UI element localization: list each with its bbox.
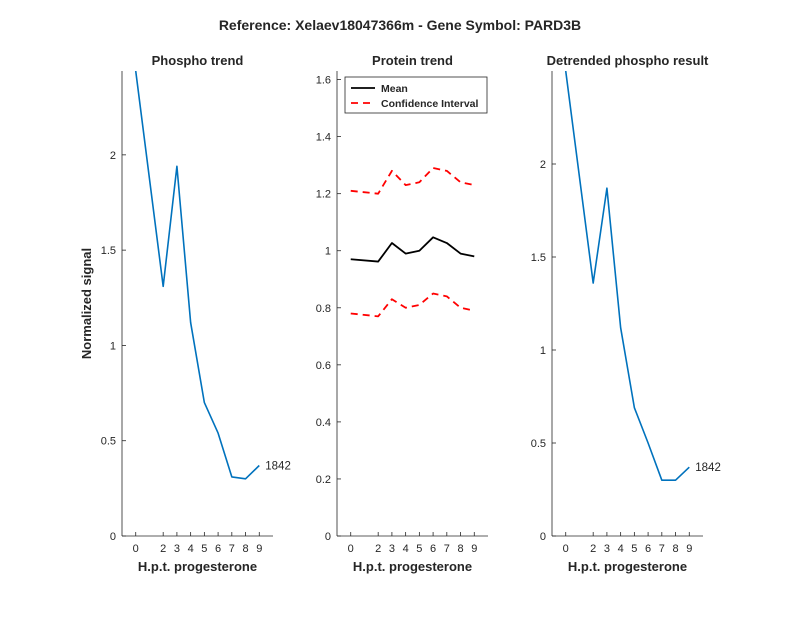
- x-tick-label: 0: [133, 543, 139, 555]
- x-tick-label: 7: [444, 543, 450, 555]
- panel-title: Detrended phospho result: [547, 53, 709, 68]
- x-tick-label: 5: [416, 543, 422, 555]
- series-end-label: 1842: [265, 460, 291, 472]
- series-line-1: [564, 71, 690, 482]
- x-tick-label: 6: [215, 543, 221, 555]
- y-axis-label: Normalized signal: [79, 248, 94, 359]
- x-tick-label: 0: [348, 543, 354, 555]
- y-tick-label: 0.4: [316, 417, 331, 429]
- panel-2: 0 0.2 0.4 0.6 0.8 1 1.2 1.4 1.6 0 2 3 4 5 6 7 8 9 Protein …: [316, 53, 488, 574]
- panel-title: Protein trend: [372, 53, 453, 68]
- x-tick-label: 9: [256, 543, 262, 555]
- series-line-3: [350, 292, 475, 318]
- y-tick-label: 1.2: [316, 189, 331, 201]
- y-tick-label: 1: [540, 345, 546, 357]
- y-tick-label: 1: [325, 246, 331, 258]
- x-tick-label: 6: [645, 543, 651, 555]
- x-tick-label: 7: [229, 543, 235, 555]
- x-tick-label: 8: [457, 543, 463, 555]
- y-tick-label: 0.5: [531, 438, 546, 450]
- x-tick-label: 3: [174, 543, 180, 555]
- y-tick-label: 0.8: [316, 303, 331, 315]
- x-tick-label: 5: [201, 543, 207, 555]
- x-tick-label: 9: [686, 543, 692, 555]
- y-tick-label: 0.6: [316, 360, 331, 372]
- legend-label: Mean: [381, 83, 408, 95]
- series-line-1: [350, 236, 475, 263]
- x-tick-label: 4: [188, 543, 194, 555]
- y-tick-label: 0: [110, 531, 116, 543]
- x-axis-label: H.p.t. progesterone: [568, 559, 687, 574]
- series-line-2: [350, 167, 475, 195]
- y-tick-label: 1: [110, 340, 116, 352]
- series-line-1: [134, 71, 260, 480]
- y-tick-label: 0.5: [101, 436, 116, 448]
- x-axis-label: H.p.t. progesterone: [138, 559, 257, 574]
- x-tick-label: 3: [389, 543, 395, 555]
- y-tick-label: 1.4: [316, 132, 331, 144]
- y-tick-label: 0: [540, 531, 546, 543]
- y-tick-label: 0: [325, 531, 331, 543]
- figure-title: Reference: Xelaev18047366m - Gene Symbol…: [219, 17, 581, 33]
- y-tick-label: 2: [540, 159, 546, 171]
- x-tick-label: 8: [242, 543, 248, 555]
- x-tick-label: 2: [590, 543, 596, 555]
- x-tick-label: 4: [403, 543, 409, 555]
- y-tick-label: 1.5: [101, 245, 116, 257]
- x-tick-label: 2: [375, 543, 381, 555]
- y-tick-label: 1.6: [316, 75, 331, 87]
- x-axis-label: H.p.t. progesterone: [353, 559, 472, 574]
- x-tick-label: 3: [604, 543, 610, 555]
- x-tick-label: 0: [563, 543, 569, 555]
- x-tick-label: 5: [631, 543, 637, 555]
- y-tick-label: 1.5: [531, 252, 546, 264]
- legend: Mean Confidence Interval: [344, 76, 488, 114]
- x-tick-label: 4: [618, 543, 624, 555]
- x-tick-label: 6: [430, 543, 436, 555]
- x-tick-label: 2: [160, 543, 166, 555]
- x-tick-label: 7: [659, 543, 665, 555]
- y-tick-label: 0.2: [316, 474, 331, 486]
- legend-box: [344, 76, 488, 114]
- series-end-label: 1842: [695, 462, 721, 474]
- x-tick-label: 8: [672, 543, 678, 555]
- legend-label: Confidence Interval: [381, 98, 479, 110]
- y-tick-label: 2: [110, 150, 116, 162]
- panel-title: Phospho trend: [152, 53, 244, 68]
- x-tick-label: 9: [471, 543, 477, 555]
